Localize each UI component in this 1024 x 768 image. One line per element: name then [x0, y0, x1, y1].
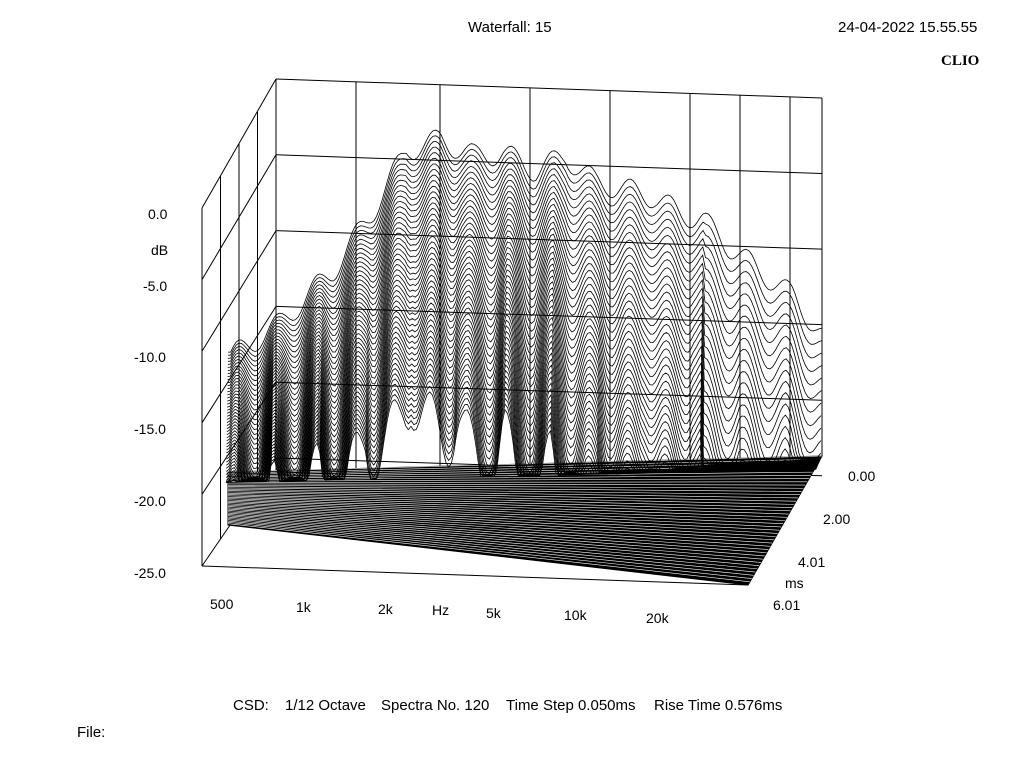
- floor-hatch: [227, 504, 776, 537]
- z-tick-label: 0.00: [848, 468, 876, 484]
- rise-time-text: Rise Time 0.576ms: [654, 697, 783, 714]
- timestamp: 24-04-2022 15.55.55: [838, 19, 978, 36]
- floor-hatch: [227, 488, 798, 499]
- y-tick-label: -20.0: [134, 493, 166, 509]
- floor-hatch: [227, 492, 793, 508]
- floor-hatch: [227, 490, 797, 502]
- csd-label: CSD:: [233, 697, 269, 714]
- spectrum-slice: [227, 180, 822, 454]
- floor-hatch: [227, 523, 750, 583]
- spectrum-slice: [225, 391, 817, 483]
- x-tick-label: 500: [210, 596, 234, 612]
- y-tick-label: -10.0: [134, 349, 166, 365]
- x-tick-label: 1k: [296, 599, 311, 615]
- floor-hatch: [227, 498, 786, 521]
- floor-hatch: [227, 478, 810, 482]
- x-tick-label: 5k: [486, 605, 501, 621]
- grid-line: [201, 230, 277, 352]
- spectrum-slice: [227, 163, 822, 413]
- floor-hatch: [227, 506, 774, 541]
- clio-logo: CLIO: [941, 53, 980, 69]
- floor-hatch: [227, 503, 778, 534]
- grid-line: [275, 154, 823, 175]
- floor-hatch: [227, 518, 758, 570]
- y-axis-unit: dB: [151, 242, 169, 258]
- x-axis-unit: Hz: [432, 602, 450, 618]
- spectrum-slice: [227, 152, 822, 386]
- floor-hatch: [227, 494, 791, 512]
- spectrum-slice: [227, 185, 822, 460]
- floor-hatch: [227, 512, 765, 557]
- floor-hatch: [227, 491, 795, 505]
- floor-hatch: [227, 481, 808, 483]
- spectrum-slice: [227, 135, 823, 357]
- floor-hatch: [227, 519, 756, 573]
- floor-hatch: [227, 515, 761, 563]
- file-label: File:: [77, 724, 106, 741]
- floor-hatch: [227, 511, 767, 554]
- floor-hatch: [227, 486, 802, 492]
- spectrum-slice: [227, 157, 822, 400]
- grid-line: [201, 154, 277, 280]
- time-step-text: Time Step 0.050ms: [506, 697, 636, 714]
- floor-hatch: [227, 520, 754, 576]
- floor-hatch: [227, 483, 806, 486]
- z-tick-label: 6.01: [773, 597, 801, 613]
- z-tick-label: 4.01: [798, 554, 826, 570]
- x-tick-label: 10k: [564, 607, 587, 623]
- spectrum-slice: [227, 213, 821, 463]
- floor-hatch: [227, 499, 784, 525]
- floor-hatch: [227, 516, 760, 566]
- grid-line: [201, 306, 277, 424]
- grid-line: [201, 78, 277, 209]
- spectrum-slice: [227, 196, 821, 461]
- floor-hatch: [227, 522, 752, 579]
- resolution-text: 1/12 Octave: [285, 697, 366, 714]
- chart-title: Waterfall: 15: [468, 19, 552, 36]
- x-axis-line: [201, 565, 749, 586]
- spectrum-slice: [227, 140, 822, 362]
- x-tick-label: 20k: [646, 610, 669, 626]
- floor-hatch: [227, 495, 789, 515]
- spectra-count-text: Spectra No. 120: [381, 697, 490, 714]
- floor-hatch: [227, 514, 763, 560]
- spectrum-slice: [227, 169, 822, 427]
- floor-hatch: [227, 502, 780, 531]
- z-axis-unit: ms: [785, 575, 804, 591]
- floor-hatch: [227, 484, 804, 489]
- y-tick-label: -25.0: [134, 565, 166, 581]
- floor-hatch: [227, 500, 782, 528]
- floor-hatch: [227, 496, 787, 518]
- spectrum-slice: [227, 191, 821, 461]
- y-tick-label: 0.0: [148, 206, 168, 222]
- z-tick-label: 2.00: [823, 511, 851, 527]
- floor-hatch: [227, 487, 800, 495]
- spectrum-slice: [227, 174, 822, 440]
- floor-hatch: [227, 510, 769, 550]
- grid-line: [275, 78, 823, 99]
- floor-hatch: [227, 508, 771, 547]
- y-tick-label: -5.0: [143, 278, 168, 294]
- spectrum-slice: [227, 146, 822, 372]
- x-tick-label: 2k: [378, 601, 393, 617]
- floor-hatch: [227, 507, 773, 544]
- spectrum-slice: [227, 219, 821, 463]
- spectrum-slice: [228, 129, 823, 353]
- y-tick-label: -15.0: [134, 421, 166, 437]
- spectrum-slice: [227, 224, 820, 464]
- spectrum-slice: [227, 202, 821, 462]
- spectrum-slice: [227, 208, 821, 462]
